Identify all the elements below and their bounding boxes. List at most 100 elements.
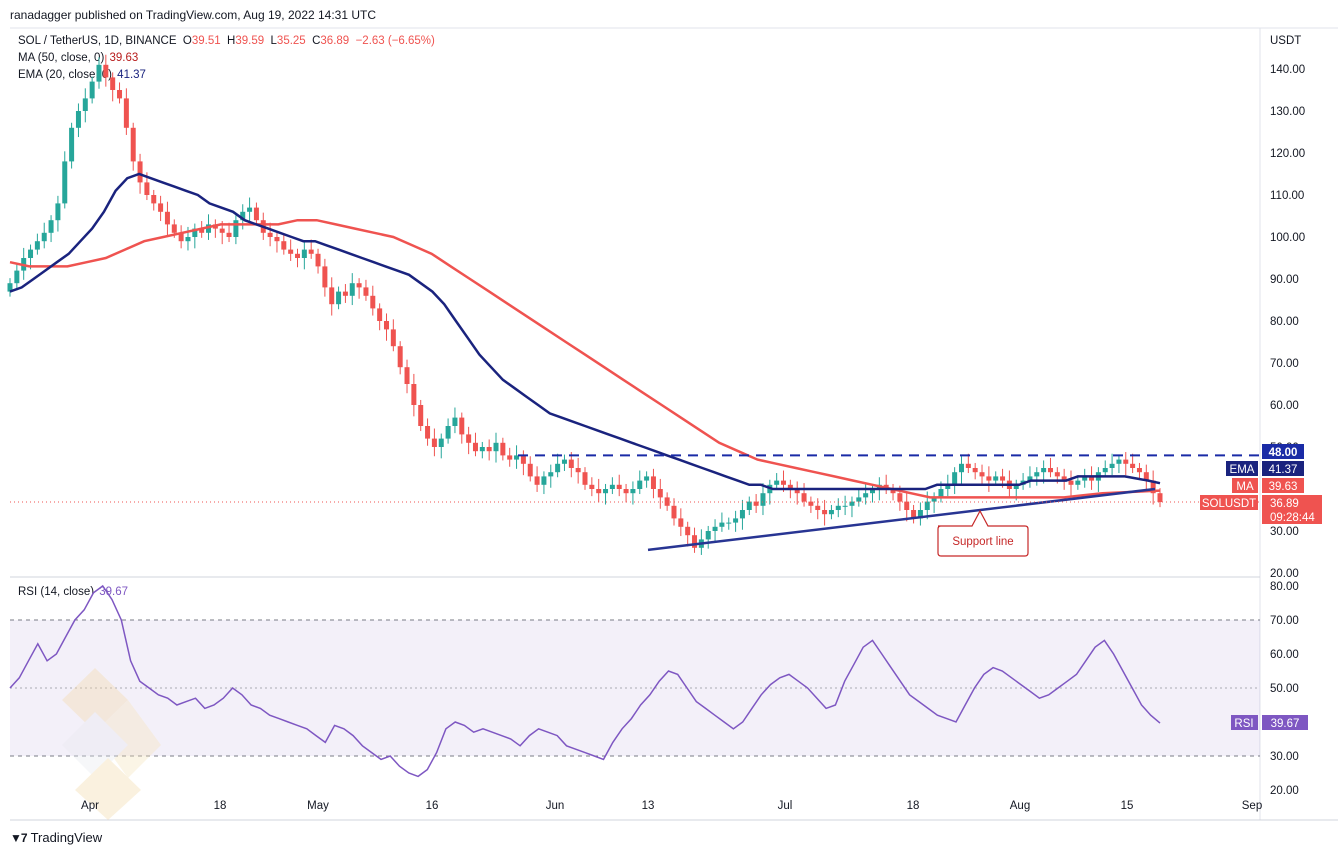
price-tick-label: 100.00 (1270, 232, 1305, 244)
candle-body (678, 518, 684, 527)
candle-body (938, 489, 944, 498)
candle-body (34, 241, 40, 250)
candle-body (404, 367, 410, 384)
price-tick-label: 30.00 (1270, 526, 1299, 538)
support-line (647, 487, 1156, 552)
candle-body (712, 526, 718, 531)
candle-body (466, 434, 472, 443)
candle-body (664, 497, 670, 506)
candle-body (438, 438, 444, 447)
candle-body (561, 459, 567, 464)
candle-body (151, 195, 157, 204)
candle-body (390, 329, 396, 347)
time-tick-label: Jul (778, 800, 793, 812)
candle-body (329, 287, 335, 305)
candle-body (993, 476, 999, 481)
candle-body (274, 237, 280, 242)
candle-body (295, 253, 300, 258)
candle-body (322, 266, 328, 288)
ema-legend-value: 41.37 (117, 69, 146, 81)
time-tick-label: 18 (214, 800, 227, 812)
candle-body (219, 228, 225, 233)
candle-body (801, 493, 807, 502)
candle-body (609, 484, 615, 489)
price-tick-label: 120.00 (1270, 148, 1305, 160)
candle-body (397, 346, 403, 368)
candle-body (349, 283, 355, 296)
price-tick-label: 90.00 (1270, 274, 1299, 286)
candle-body (89, 81, 95, 99)
candle-body (774, 480, 780, 485)
candle-body (62, 161, 68, 204)
tradingview-logo[interactable]: ▼7 TradingView (10, 830, 102, 845)
candle-body (856, 497, 862, 502)
price-tick-label: 80.00 (1270, 316, 1299, 328)
candle-body (596, 489, 602, 494)
candle-body (472, 442, 478, 452)
candle-body (835, 505, 841, 510)
rsi-tick-label: 80.00 (1270, 581, 1299, 593)
candle-body (144, 182, 150, 195)
candle-body (55, 203, 61, 221)
candle-body (945, 484, 951, 489)
candle-body (253, 207, 259, 221)
candle-body (1089, 476, 1095, 481)
symbol-name: SOL / TetherUS, 1D, BINANCE (18, 35, 177, 47)
ma-legend-label: MA (50, close, 0) (18, 52, 105, 64)
resistance-tag: 48.00 (1262, 444, 1304, 459)
candle-body (479, 447, 485, 452)
rsi-legend-label: RSI (14, close) (18, 586, 95, 598)
candle-body (171, 224, 177, 233)
candle-body (548, 472, 554, 477)
candle-body (1013, 484, 1019, 489)
candle-body (1061, 476, 1067, 481)
candle-body (582, 472, 588, 485)
candle-body (514, 455, 520, 460)
candles (7, 54, 1163, 555)
support-callout: Support line (937, 509, 1029, 557)
rsi-legend-value: 39.67 (99, 586, 129, 598)
candle-body (96, 64, 102, 82)
time-tick-label: May (307, 800, 329, 812)
candle-body (842, 505, 848, 507)
candle-body (383, 321, 389, 330)
candle-body (301, 249, 307, 258)
candle-body (103, 64, 109, 78)
tradingview-logo-text: TradingView (30, 830, 103, 845)
candle-body (760, 493, 766, 506)
candle-body (356, 283, 362, 288)
candle-body (493, 442, 499, 452)
candle-body (520, 455, 526, 464)
candle-body (623, 489, 629, 494)
candle-body (240, 211, 246, 221)
change-value: −2.63 (−6.65%) (355, 35, 435, 47)
candle-body (685, 526, 691, 536)
ma-legend-value: 39.63 (109, 52, 139, 64)
candle-body (308, 249, 314, 254)
close-value: 36.89 (320, 35, 350, 47)
candle-body (164, 211, 170, 225)
candle-body (363, 287, 369, 296)
rsi-tag: RSI 39.67 (1231, 715, 1308, 730)
candle-body (650, 476, 656, 489)
candle-body (986, 476, 992, 481)
svg-text:09:28:44: 09:28:44 (1270, 512, 1315, 524)
candle-body (178, 232, 184, 242)
candle-body (411, 384, 417, 405)
svg-text:36.89: 36.89 (1270, 498, 1299, 510)
candle-body (616, 484, 622, 489)
candle-body (431, 438, 437, 447)
time-tick-label: 13 (642, 800, 655, 812)
low-value: 35.25 (276, 35, 306, 47)
candle-body (794, 489, 800, 494)
ema-legend-label: EMA (20, close, 0) (18, 69, 112, 81)
time-tick-label: Jun (546, 800, 565, 812)
candle-body (425, 426, 431, 439)
candle-body (705, 531, 711, 540)
candle-body (924, 501, 930, 510)
candle-body (1027, 476, 1033, 481)
candle-body (117, 90, 123, 99)
candle-body (917, 510, 923, 519)
